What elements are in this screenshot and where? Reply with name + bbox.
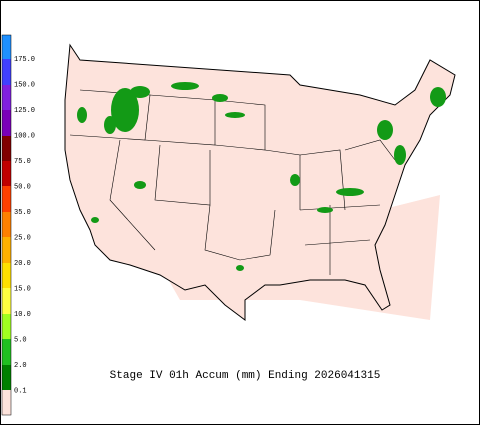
- legend-label: 125.0: [14, 107, 35, 115]
- legend-label: 100.0: [14, 132, 35, 140]
- legend-label: 175.0: [14, 56, 35, 64]
- us-outline: [64, 43, 456, 321]
- legend-label: 20.0: [14, 260, 31, 268]
- state-lines: [69, 89, 396, 275]
- color-bar: [1, 34, 12, 416]
- legend-label: 25.0: [14, 234, 31, 242]
- legend-label: 75.0: [14, 158, 31, 166]
- legend-label: 50.0: [14, 183, 31, 191]
- legend-label: 150.0: [14, 81, 35, 89]
- legend-label: 15.0: [14, 285, 31, 293]
- map-title: Stage IV 01h Accum (mm) Ending 202604131…: [110, 370, 381, 382]
- legend-labels: 175.0 150.0 125.0 100.0 75.0 50.0 35.0 25.0 20.0…: [14, 56, 35, 396]
- legend-label: 10.0: [14, 311, 31, 319]
- legend-label: 2.0: [14, 362, 27, 370]
- legend-label: 35.0: [14, 209, 31, 217]
- legend-label: 5.0: [14, 336, 27, 344]
- legend-label: 0.1: [14, 387, 27, 395]
- precip-areas: [77, 82, 446, 271]
